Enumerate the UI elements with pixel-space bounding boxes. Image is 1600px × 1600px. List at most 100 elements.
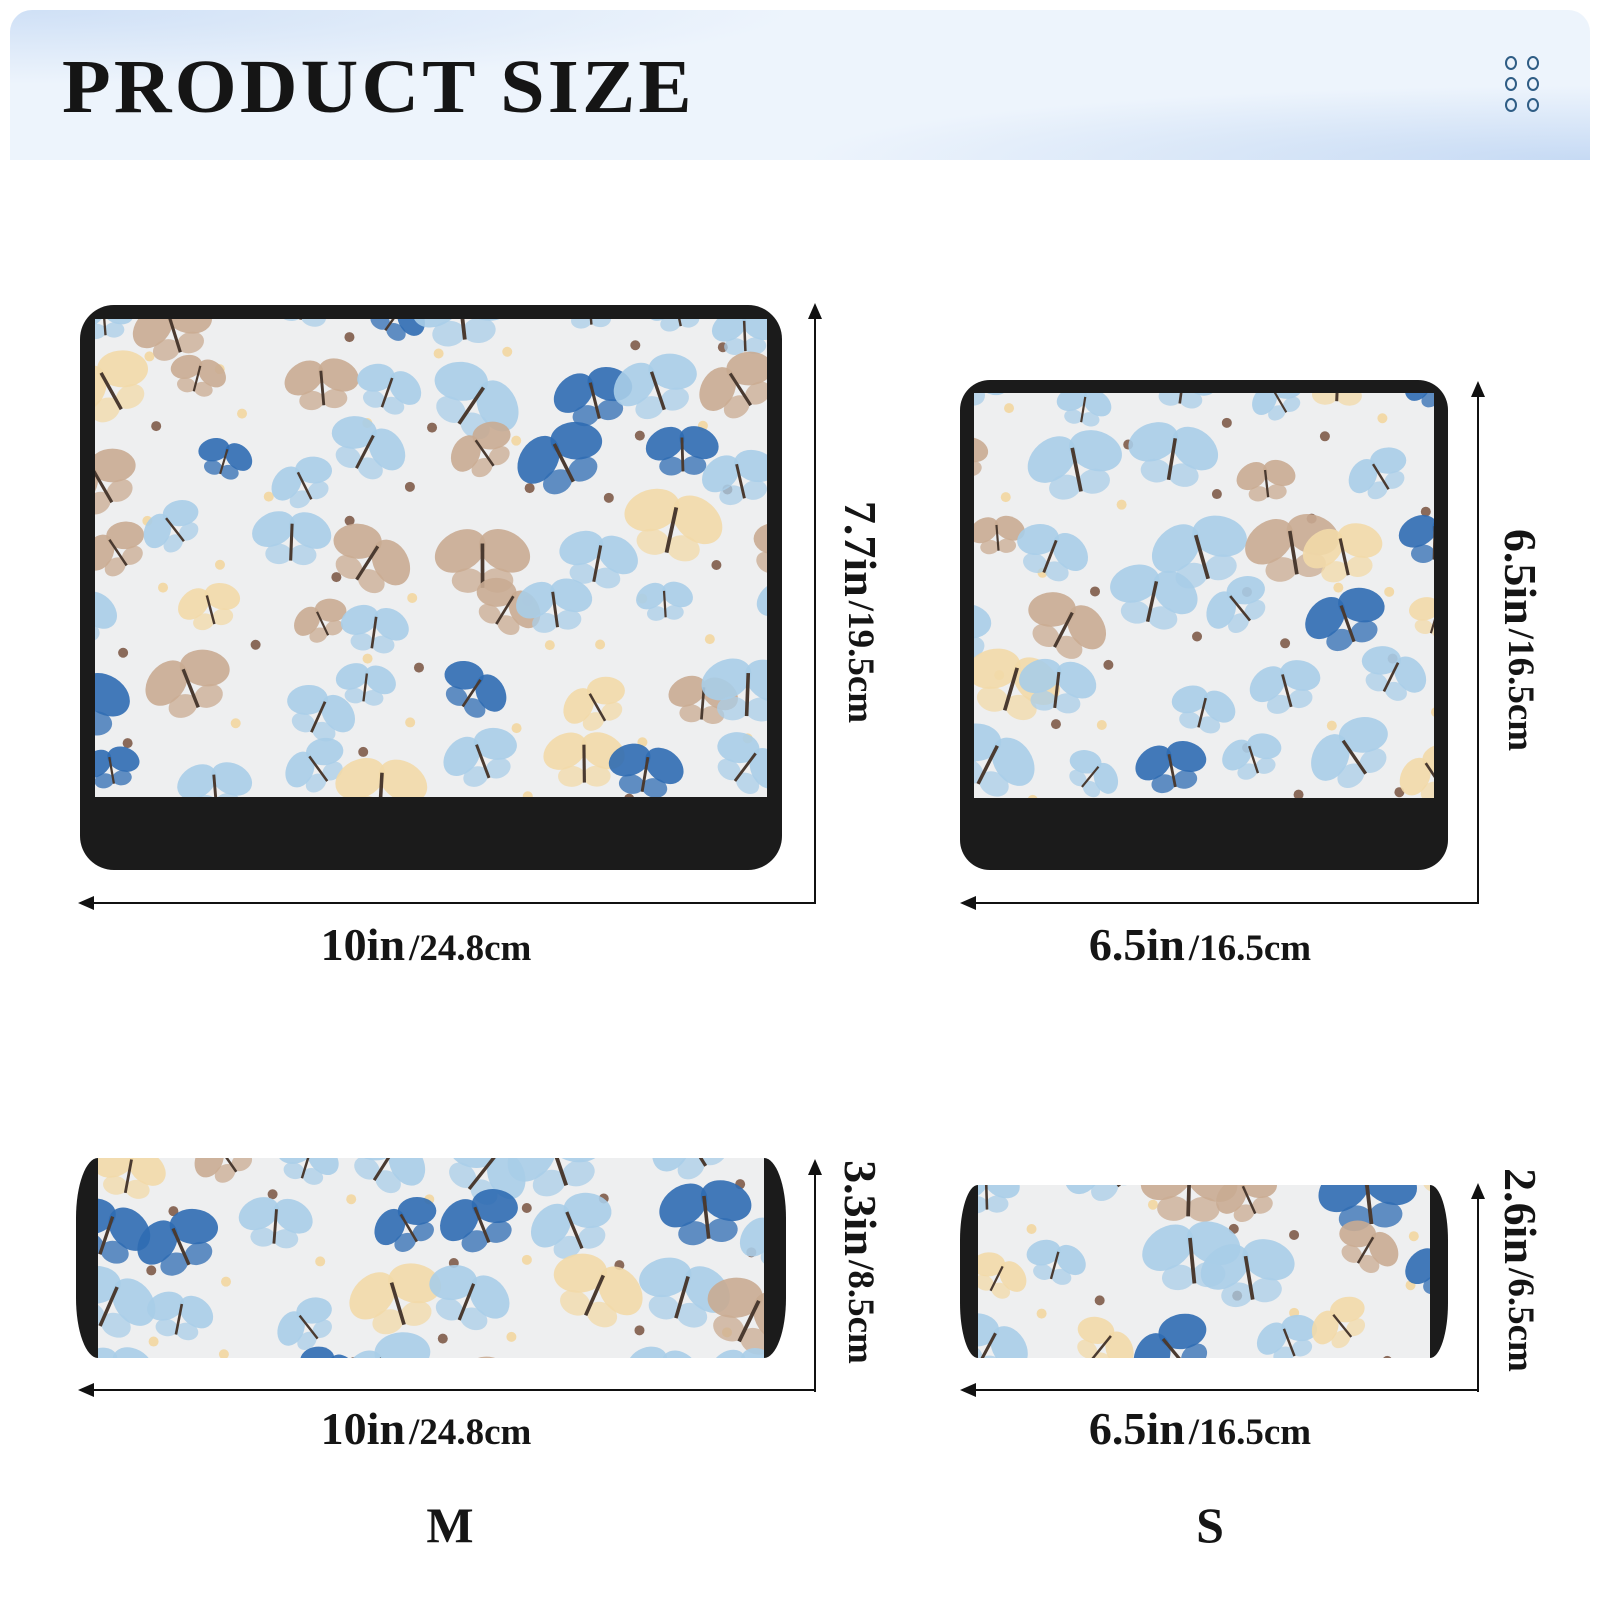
flower-icon (1289, 1229, 1300, 1240)
butterfly-icon (374, 1196, 437, 1252)
butterfly-icon (1027, 430, 1122, 500)
butterfly-icon (699, 351, 767, 419)
flower-icon (1326, 720, 1337, 731)
flower-icon (1293, 789, 1304, 798)
flower-icon (521, 1202, 532, 1213)
butterfly-icon (559, 530, 638, 589)
width-dimension-line (82, 1389, 816, 1391)
flower-icon (1431, 707, 1434, 717)
width-dimension-line (82, 902, 816, 904)
butterfly-icon (194, 1158, 253, 1183)
butterfly-icon (1133, 1313, 1208, 1358)
butterfly-icon (756, 581, 767, 617)
flower-icon (630, 340, 641, 351)
butterfly-icon (300, 1346, 358, 1358)
page-title: PRODUCT SIZE (62, 45, 695, 129)
butterfly-icon (95, 319, 134, 340)
butterfly-icon (516, 578, 593, 633)
butterfly-icon (1017, 524, 1089, 582)
butterfly-icon (434, 361, 519, 440)
width-label: 10in /24.8cm (320, 1403, 532, 1454)
flower-icon (1026, 1224, 1037, 1235)
butterfly-icon (340, 604, 409, 654)
height-dimension-line (1477, 388, 1479, 904)
flower-icon (1377, 413, 1388, 424)
butterfly-pattern (978, 1185, 1430, 1358)
butterfly-icon (1110, 564, 1198, 630)
flower-icon (267, 1189, 278, 1200)
butterfly-pattern (974, 393, 1434, 798)
butterfly-icon (1171, 685, 1236, 734)
butterfly-icon (145, 649, 230, 718)
header-banner: PRODUCT SIZE (10, 10, 1590, 160)
flower-icon (122, 738, 133, 749)
butterfly-icon (137, 1208, 219, 1276)
flower-icon (511, 435, 522, 446)
butterfly-icon (1256, 1314, 1318, 1358)
butterfly-icon (98, 1158, 166, 1199)
butterfly-icon (1019, 658, 1097, 714)
butterfly-icon (701, 449, 767, 506)
flower-icon (158, 582, 169, 593)
butterfly-icon (285, 737, 344, 793)
flower-icon (502, 346, 513, 357)
butterfly-icon (645, 426, 719, 476)
flower-icon (331, 572, 342, 583)
butterfly-icon (284, 358, 359, 411)
flower-icon (146, 1265, 157, 1276)
flower-icon (1420, 506, 1431, 517)
butterfly-icon (178, 582, 241, 631)
flower-icon (511, 723, 522, 734)
butterfly-icon (627, 1346, 699, 1358)
butterfly-icon (1056, 393, 1112, 427)
butterfly-icon (98, 1198, 151, 1264)
butterfly-icon (974, 515, 1025, 555)
flower-icon (1384, 586, 1395, 597)
width-dimension-line (964, 1389, 1479, 1391)
width-dimension-line (964, 902, 1479, 904)
butterfly-icon (143, 500, 199, 553)
butterfly-icon (517, 421, 603, 495)
arrow-up-icon (808, 1159, 822, 1175)
arrow-up-icon (1471, 1183, 1485, 1199)
flower-icon (704, 634, 715, 645)
butterfly-icon (1311, 717, 1388, 789)
butterfly-icon (530, 1192, 612, 1259)
flower-icon (263, 491, 274, 502)
flower-icon (413, 662, 424, 673)
butterfly-icon (95, 591, 117, 642)
butterfly-pattern (95, 319, 767, 797)
butterfly-icon (341, 1332, 431, 1358)
flower-icon (603, 492, 614, 503)
butterfly-icon (1206, 576, 1266, 633)
arrow-up-icon (1471, 381, 1485, 397)
butterfly-icon (132, 319, 212, 361)
flower-icon (711, 560, 722, 571)
m-shoulder-pad-image (80, 305, 782, 870)
butterfly-icon (978, 1252, 1027, 1299)
butterfly-icon (701, 658, 767, 722)
flower-icon (214, 559, 225, 570)
flower-icon (1090, 586, 1101, 597)
butterfly-icon (571, 319, 612, 329)
butterfly-icon (198, 437, 253, 480)
butterfly-icon (1398, 515, 1434, 564)
butterfly-icon (370, 319, 425, 341)
flower-icon (230, 718, 241, 729)
flower-icon (1383, 1355, 1392, 1358)
flower-icon (358, 746, 369, 757)
butterfly-icon (1409, 597, 1434, 639)
butterfly-icon (277, 1158, 339, 1185)
arrow-left-icon (78, 1383, 94, 1397)
butterfly-icon (352, 1158, 426, 1194)
butterfly-icon (1339, 1220, 1399, 1273)
flower-icon (1221, 417, 1232, 428)
butterfly-icon (1200, 1239, 1295, 1308)
flower-icon (433, 348, 444, 359)
flower-icon (250, 639, 261, 650)
butterfly-icon (434, 529, 531, 593)
butterfly-icon (98, 1347, 153, 1358)
arrow-left-icon (960, 896, 976, 910)
butterfly-icon (974, 723, 1035, 797)
flower-icon (506, 1331, 517, 1342)
